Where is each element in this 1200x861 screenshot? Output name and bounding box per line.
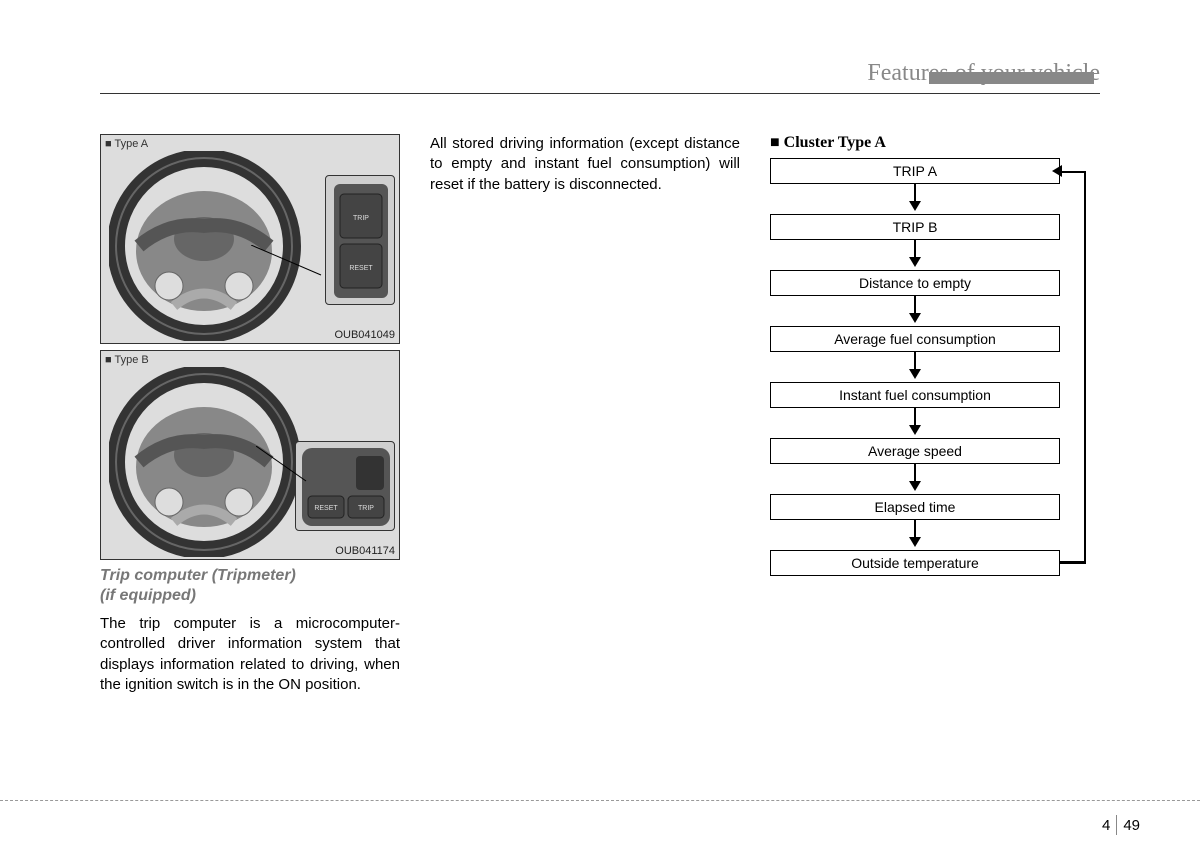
flow-arrow-down [909,351,921,381]
figure-a-inset: TRIP RESET [325,175,395,305]
figure-b-label: ■ Type B [105,354,149,366]
figure-type-b: ■ Type B RESET [100,350,400,560]
reset-button-label-b: RESET [314,505,338,512]
flow-arrow-down [909,407,921,437]
figure-type-a: ■ Type A TRIP [100,134,400,344]
flow-box-dte: Distance to empty [770,270,1060,296]
page-number-separator [1116,815,1117,835]
flow-box-avs: Average speed [770,438,1060,464]
flow-box-ifc: Instant fuel consumption [770,382,1060,408]
section-title-line1: Trip computer (Tripmeter) [100,567,296,584]
flow-return-line [1060,171,1086,563]
figure-a-code: OUB041049 [334,329,395,341]
flow-box-elt: Elapsed time [770,494,1060,520]
flow-arrow-down [909,239,921,269]
flow-arrow-down [909,463,921,493]
page-content: Features of your vehicle ■ Type A [100,60,1100,695]
section-paragraph-1: The trip computer is a microcomputer-con… [100,614,400,695]
trip-button-label: TRIP [353,215,369,222]
flow-box-out: Outside temperature [770,550,1060,576]
page-number: 4 49 [1102,815,1140,835]
chapter-number: 4 [1102,817,1110,834]
flow-arrow-down [909,183,921,213]
figure-b-code: OUB041174 [335,545,395,557]
section-title-line2: (if equipped) [100,587,196,604]
page-number-value: 49 [1123,817,1140,834]
column-left: ■ Type A TRIP [100,134,400,695]
flowchart-title-text: Cluster Type A [784,134,886,151]
figure-a-label: ■ Type A [105,138,148,150]
flow-box-trip_a: TRIP A [770,158,1060,184]
flow-return-arrowhead [1052,165,1062,177]
callout-line-b [256,446,316,496]
column-middle: All stored driving information (except d… [430,134,740,695]
header-accent-bar [929,72,1094,84]
trip-reset-buttons-a: TRIP RESET [326,176,396,306]
page-header: Features of your vehicle [100,60,1100,94]
content-columns: ■ Type A TRIP [100,134,1100,695]
section-paragraph-2: All stored driving information (except d… [430,134,740,195]
reset-button-label: RESET [349,265,373,272]
flow-arrow-down [909,519,921,549]
flow-return-stub [1060,562,1086,564]
page-footer: 4 49 [0,800,1200,850]
flow-box-afc: Average fuel consumption [770,326,1060,352]
flow-box-trip_b: TRIP B [770,214,1060,240]
flowchart-title: ■ Cluster Type A [770,134,1100,152]
flowchart-container: TRIP A TRIP B Distance to empty Average fue… [770,158,1060,576]
callout-line-a [251,245,331,295]
section-heading: Trip computer (Tripmeter) (if equipped) [100,566,400,606]
flow-arrow-down [909,295,921,325]
trip-button-label-b: TRIP [358,505,374,512]
flowchart-title-prefix: ■ [770,134,780,151]
column-right: ■ Cluster Type A TRIP A TRIP B Distance to… [770,134,1100,695]
